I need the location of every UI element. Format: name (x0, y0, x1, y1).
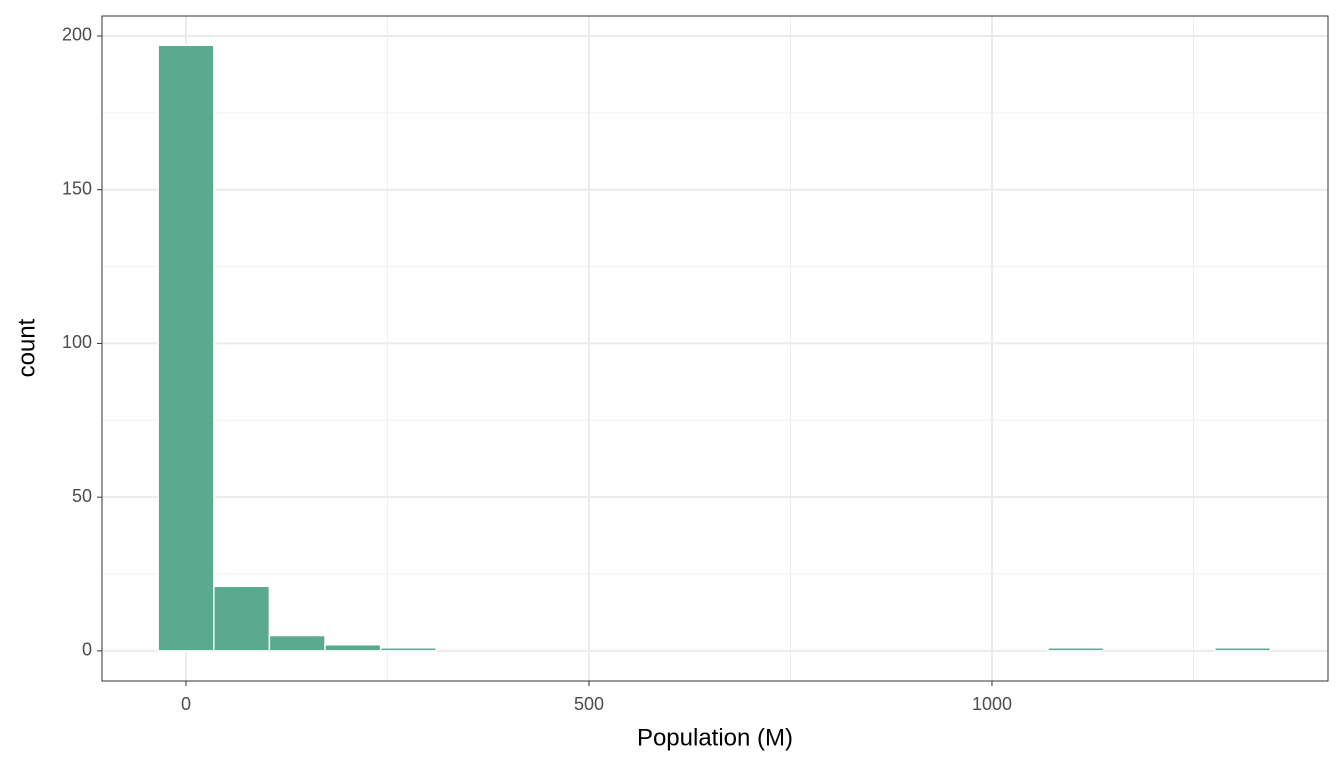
bar (324, 643, 382, 652)
x-axis-title: Population (M) (637, 724, 793, 751)
bar (213, 585, 271, 652)
x-tick-label: 0 (181, 694, 191, 714)
bar (1214, 647, 1272, 652)
bar (379, 647, 437, 652)
bar (1047, 647, 1105, 652)
bar (157, 44, 215, 652)
y-tick-label: 50 (72, 486, 92, 506)
y-tick-label: 0 (82, 640, 92, 660)
y-axis-title: count (13, 318, 40, 377)
bar (268, 634, 326, 652)
panel-border (101, 15, 1329, 682)
x-tick-label: 1000 (972, 694, 1012, 714)
x-tick-label: 500 (574, 694, 604, 714)
y-tick-label: 150 (62, 178, 92, 198)
y-tick-label: 100 (62, 332, 92, 352)
y-tick-label: 200 (62, 25, 92, 45)
